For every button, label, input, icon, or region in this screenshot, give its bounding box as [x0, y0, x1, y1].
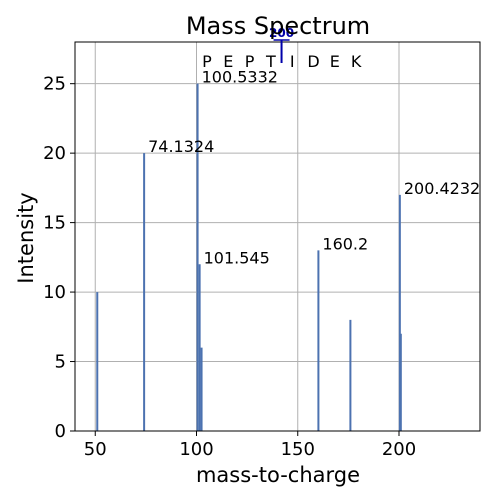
- sequence-letter: P: [202, 52, 212, 71]
- x-tick-label: 200: [382, 439, 416, 460]
- x-tick-label: 150: [281, 439, 315, 460]
- y-tick-label: 5: [55, 352, 66, 373]
- sequence-letter: D: [307, 52, 319, 71]
- chart-title: Mass Spectrum: [186, 12, 370, 40]
- y-tick-label: 0: [55, 421, 66, 442]
- plot-frame: [74, 41, 481, 432]
- sequence-letter: E: [330, 52, 340, 71]
- sequence-letter: K: [351, 52, 362, 71]
- peak-series: [96, 83, 402, 431]
- sequence-letter: P: [245, 52, 255, 71]
- sequence-letter: I: [290, 52, 295, 71]
- grid-lines: [75, 42, 480, 432]
- peak-label: 160.2: [322, 234, 368, 253]
- sequence-letter: T: [265, 52, 276, 71]
- peak-label: 100.5332: [202, 68, 278, 87]
- sequence-letter: E: [223, 52, 233, 71]
- peak-labels: 74.1324 100.5332 101.545 160.2 200.4232: [148, 68, 480, 268]
- y-tick-label: 15: [43, 213, 66, 234]
- fragment-marker-label: 200: [269, 26, 294, 40]
- x-tick-label: 50: [84, 439, 107, 460]
- x-tick-label: 100: [179, 439, 213, 460]
- y-tick-label: 10: [43, 282, 66, 303]
- y-tick-label: 20: [43, 143, 66, 164]
- x-axis-label: mass-to-charge: [196, 463, 360, 487]
- peak-label: 101.545: [204, 248, 270, 267]
- y-axis-label: Intensity: [14, 192, 38, 283]
- peak-label: 74.1324: [148, 137, 214, 156]
- y-tick-label: 25: [43, 74, 66, 95]
- peak-label: 200.4232: [404, 179, 480, 198]
- axis-ticks: 50 100 150 200 0 5 10 15 20 25: [43, 74, 416, 460]
